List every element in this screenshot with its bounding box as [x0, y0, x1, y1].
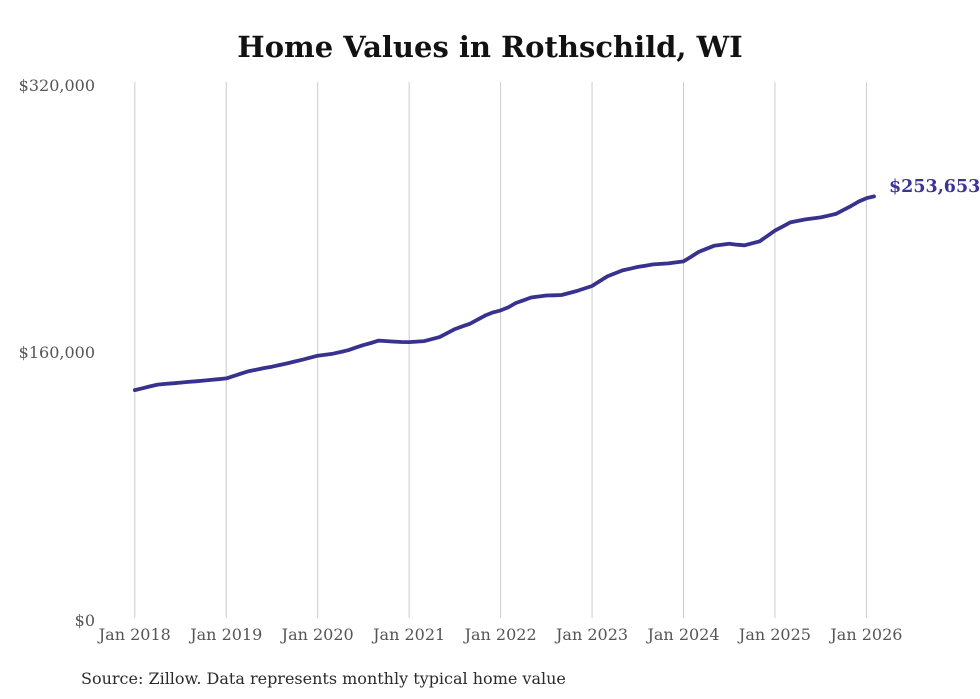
x-tick-label: Jan 2022 — [464, 625, 537, 644]
y-tick-label: $0 — [74, 610, 95, 630]
x-tick-label: Jan 2019 — [190, 625, 263, 644]
home-value-line — [132, 194, 876, 393]
latest-value-label: $253,653 — [889, 177, 980, 197]
x-tick-label: Jan 2020 — [281, 625, 354, 644]
x-tick-label: Jan 2021 — [373, 625, 446, 644]
source-note: Source: Zillow. Data represents monthly … — [81, 669, 566, 688]
y-tick-label: $160,000 — [18, 343, 95, 362]
y-tick-label: $320,000 — [18, 75, 95, 95]
x-tick-label: Jan 2018 — [98, 625, 171, 644]
x-tick-label: Jan 2026 — [830, 625, 903, 644]
gridlines — [134, 82, 867, 618]
x-tick-label: Jan 2024 — [647, 625, 720, 644]
x-tick-label: Jan 2025 — [738, 625, 811, 644]
chart-title: Home Values in Rothschild, WI — [237, 30, 743, 64]
x-tick-label: Jan 2023 — [556, 625, 629, 644]
